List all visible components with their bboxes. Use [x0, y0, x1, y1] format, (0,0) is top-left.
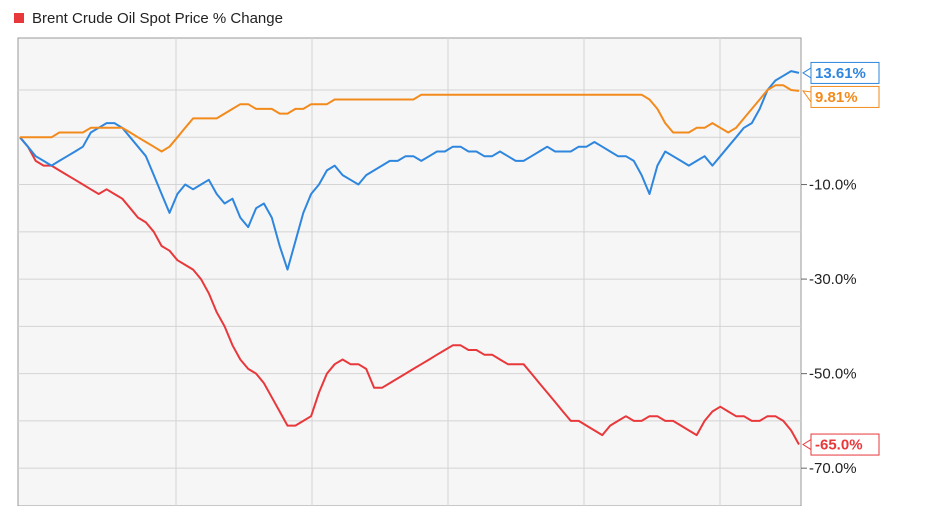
- end-label-box: [810, 61, 880, 84]
- plot-area: [17, 37, 802, 506]
- end-label-pointer: [801, 90, 812, 104]
- end-label-box: [810, 433, 880, 456]
- y-tick-label: -70.0%: [809, 460, 857, 477]
- end-label-pointer: [802, 67, 812, 79]
- y-axis-ticks: -10.0% -30.0% -50.0% -70.0%: [801, 177, 857, 477]
- legend-label: Brent Crude Oil Spot Price % Change: [32, 9, 283, 27]
- y-tick-label: -10.0%: [809, 177, 857, 194]
- legend-swatch: [14, 13, 24, 23]
- legend: Brent Crude Oil Spot Price % Change: [14, 8, 283, 28]
- y-tick-label: -30.0%: [809, 271, 857, 288]
- horizontal-grid: [18, 89, 801, 469]
- vertical-grid: [175, 38, 721, 506]
- series-line: [20, 84, 800, 153]
- series-line: [19, 136, 800, 445]
- series-lines: [19, 70, 800, 445]
- end-label: -65.0%: [815, 437, 863, 454]
- end-label-box: [810, 85, 880, 108]
- end-labels: -65.0% 13.61% 9.81%: [801, 61, 880, 456]
- end-label: 13.61%: [815, 65, 866, 82]
- series-line: [19, 70, 800, 271]
- y-tick-label: -50.0%: [809, 366, 857, 383]
- end-label: 9.81%: [815, 89, 858, 106]
- end-label-pointer: [802, 438, 812, 451]
